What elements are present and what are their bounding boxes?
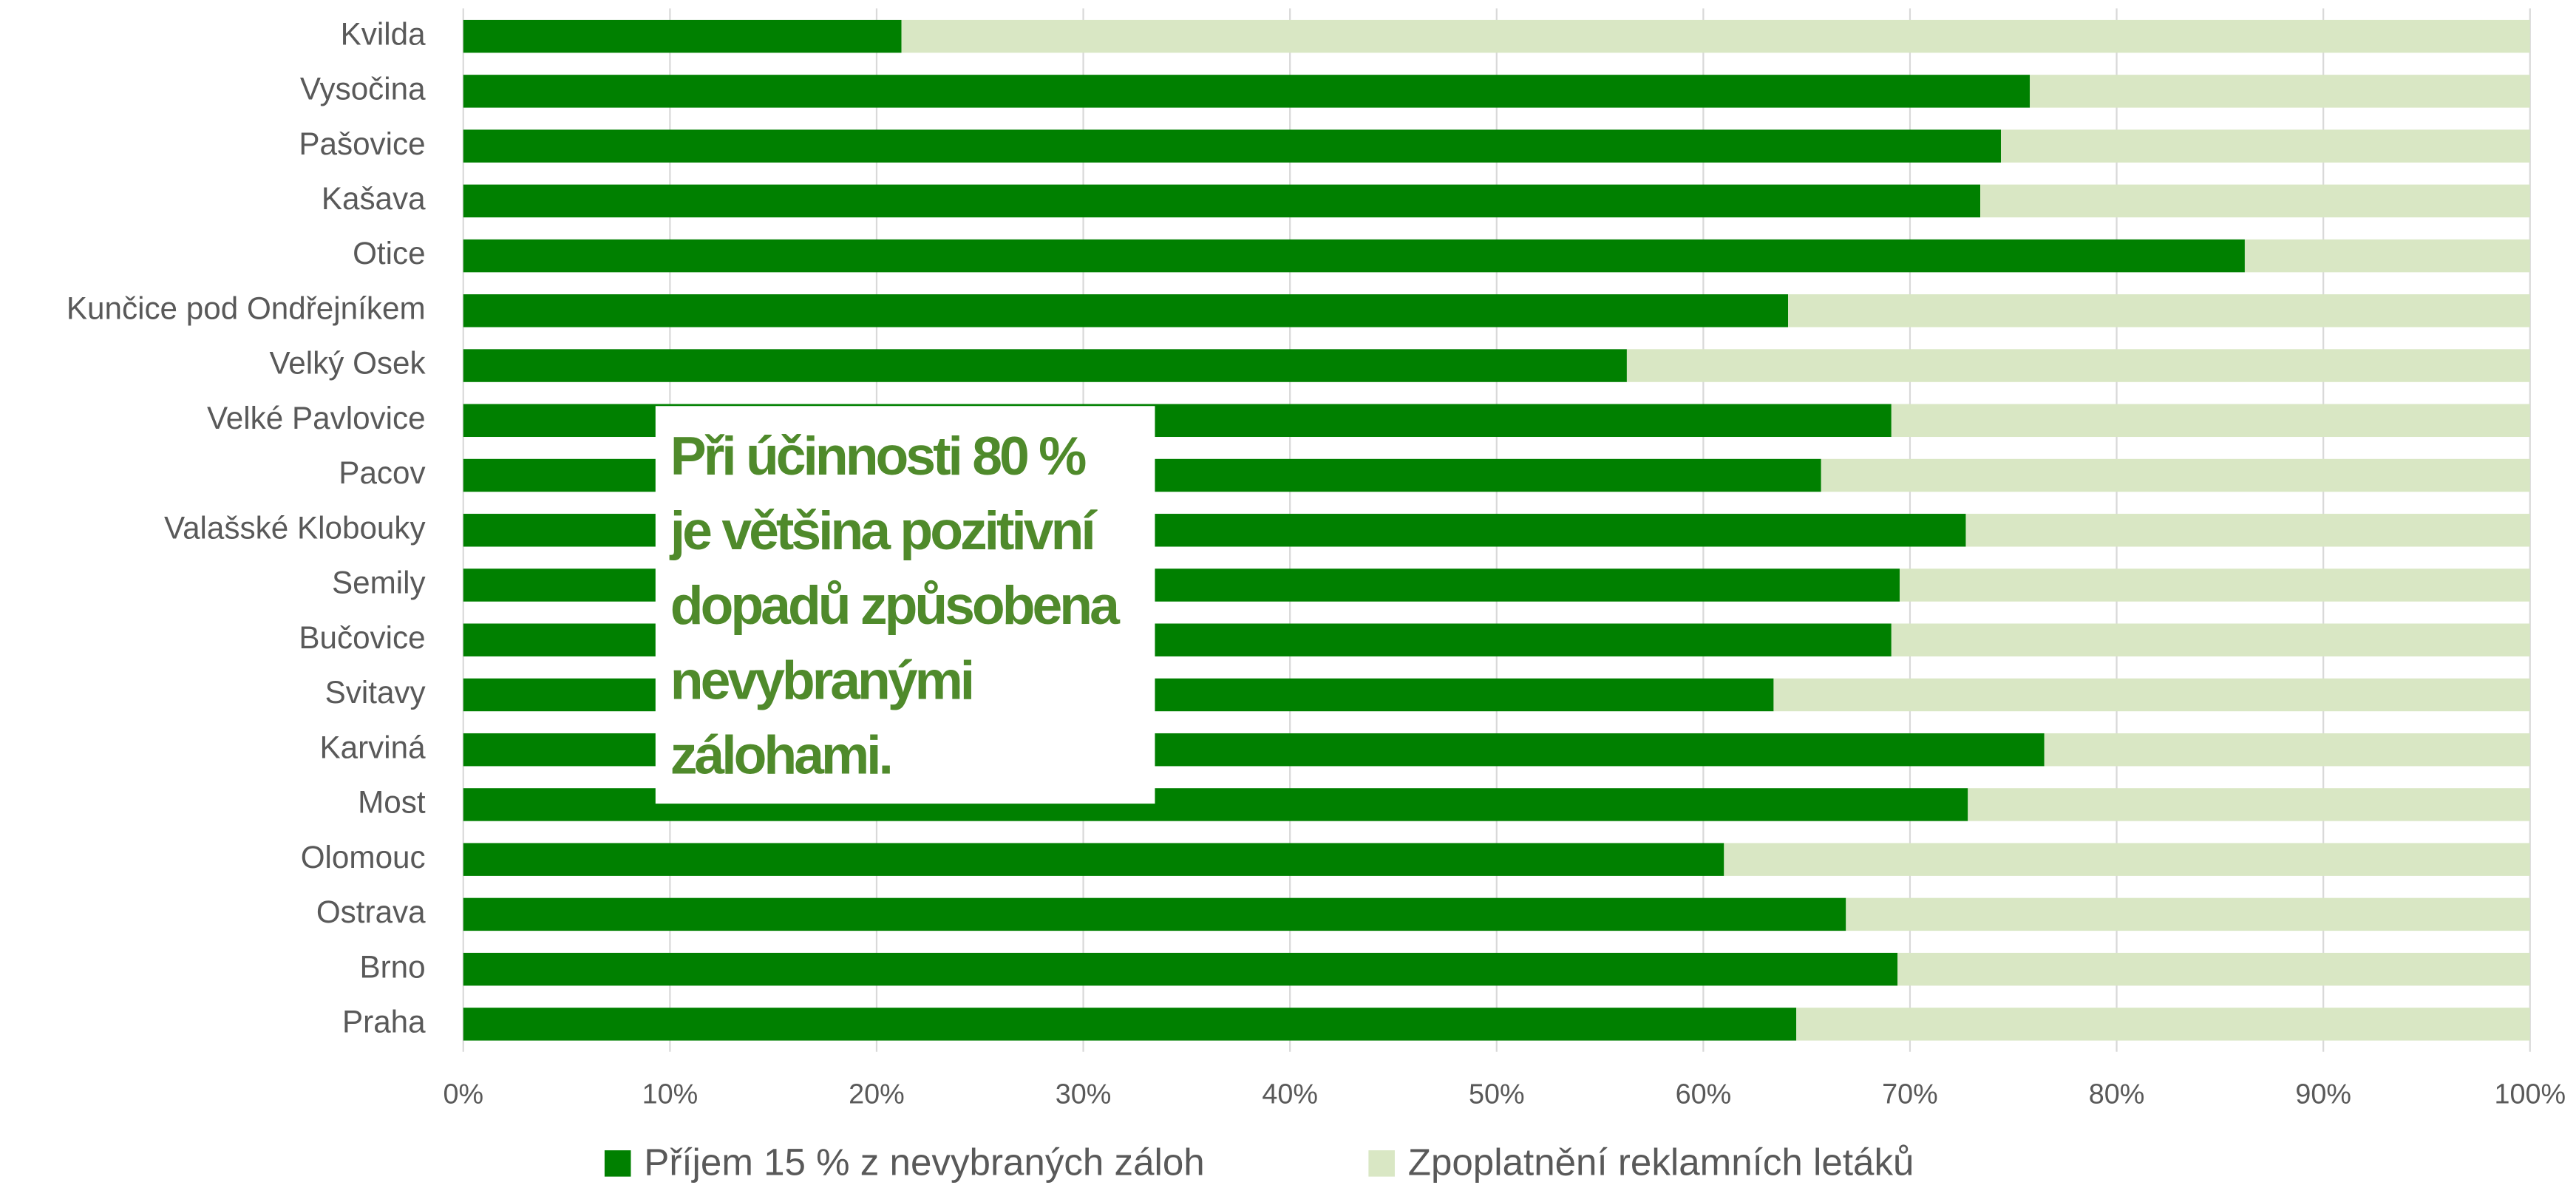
bar-segment [1891,404,2530,438]
bar-segment [1796,1008,2530,1041]
legend-swatch [604,1150,631,1177]
bar-segment [463,19,902,53]
legend-swatch [1368,1150,1395,1177]
bar-segment [1965,514,2530,547]
y-tick-label: Velké Pavlovice [207,401,426,435]
x-tick-label: 80% [2089,1079,2145,1110]
bar-segment [901,19,2530,53]
y-tick-label: Kvilda [341,16,426,51]
bar-segment [2030,75,2530,108]
x-tick-label: 90% [2295,1079,2351,1110]
bar-segment [1980,184,2530,218]
bar-segment [463,294,1789,327]
x-tick-label: 40% [1262,1079,1318,1110]
y-tick-label: Svitavy [325,675,426,710]
annotation-text: zálohami. [670,724,891,785]
bar-segment [463,129,2001,163]
x-tick-label: 10% [642,1079,699,1110]
bar-segment [1773,678,2530,712]
annotation-text: Při účinnosti 80 % [670,426,1086,486]
y-tick-label: Kašava [322,181,426,216]
y-tick-label: Karviná [319,730,426,764]
y-tick-label: Pacov [339,455,425,490]
y-tick-label: Otice [353,236,426,271]
bar-segment [463,897,1846,931]
y-tick-label: Kunčice pod Ondřejníkem [67,291,426,325]
legend-label: Příjem 15 % z nevybraných záloh [644,1141,1204,1184]
bar-segment [1897,952,2530,986]
bar-segment [1891,623,2530,656]
bar-segment [463,952,1898,986]
x-tick-label: 70% [1882,1079,1938,1110]
legend-label: Zpoplatnění reklamních letáků [1408,1141,1914,1184]
y-tick-label: Pašovice [299,126,425,161]
x-tick-label: 0% [443,1079,483,1110]
x-tick-label: 100% [2494,1079,2566,1110]
x-tick-label: 60% [1676,1079,1732,1110]
bar-segment [463,184,1981,218]
bar-segment [463,843,1724,876]
annotation-box [655,406,1155,804]
annotation-text: je většina pozitivní [669,500,1098,561]
bar-segment [1724,843,2530,876]
y-tick-label: Valašské Klobouky [164,510,426,545]
y-tick-label: Velký Osek [269,346,426,381]
bar-segment [2044,733,2530,767]
y-tick-label: Ostrava [316,894,426,929]
bar-segment [1846,897,2530,931]
y-tick-label: Praha [342,1005,426,1039]
x-tick-label: 30% [1056,1079,1112,1110]
annotation-text: dopadů způsobena [670,575,1121,636]
x-tick-label: 50% [1469,1079,1525,1110]
y-tick-label: Brno [359,949,425,984]
y-tick-label: Vysočina [300,72,426,106]
bar-segment [463,75,2030,108]
bar-segment [1821,458,2530,492]
y-tick-label: Semily [332,566,426,600]
bar-segment [1626,349,2530,382]
x-tick-label: 20% [849,1079,905,1110]
bar-segment [1968,788,2530,821]
y-tick-label: Most [358,785,426,820]
bar-segment [1788,294,2530,327]
y-tick-label: Olomouc [301,840,426,875]
bar-segment [2000,129,2530,163]
y-tick-label: Bučovice [299,620,425,655]
bar-segment [1899,568,2530,602]
bar-segment [2244,239,2530,273]
bar-segment [463,1008,1797,1041]
bar-segment [463,239,2245,273]
bar-segment [463,349,1627,382]
annotation-text: nevybranými [670,650,972,710]
